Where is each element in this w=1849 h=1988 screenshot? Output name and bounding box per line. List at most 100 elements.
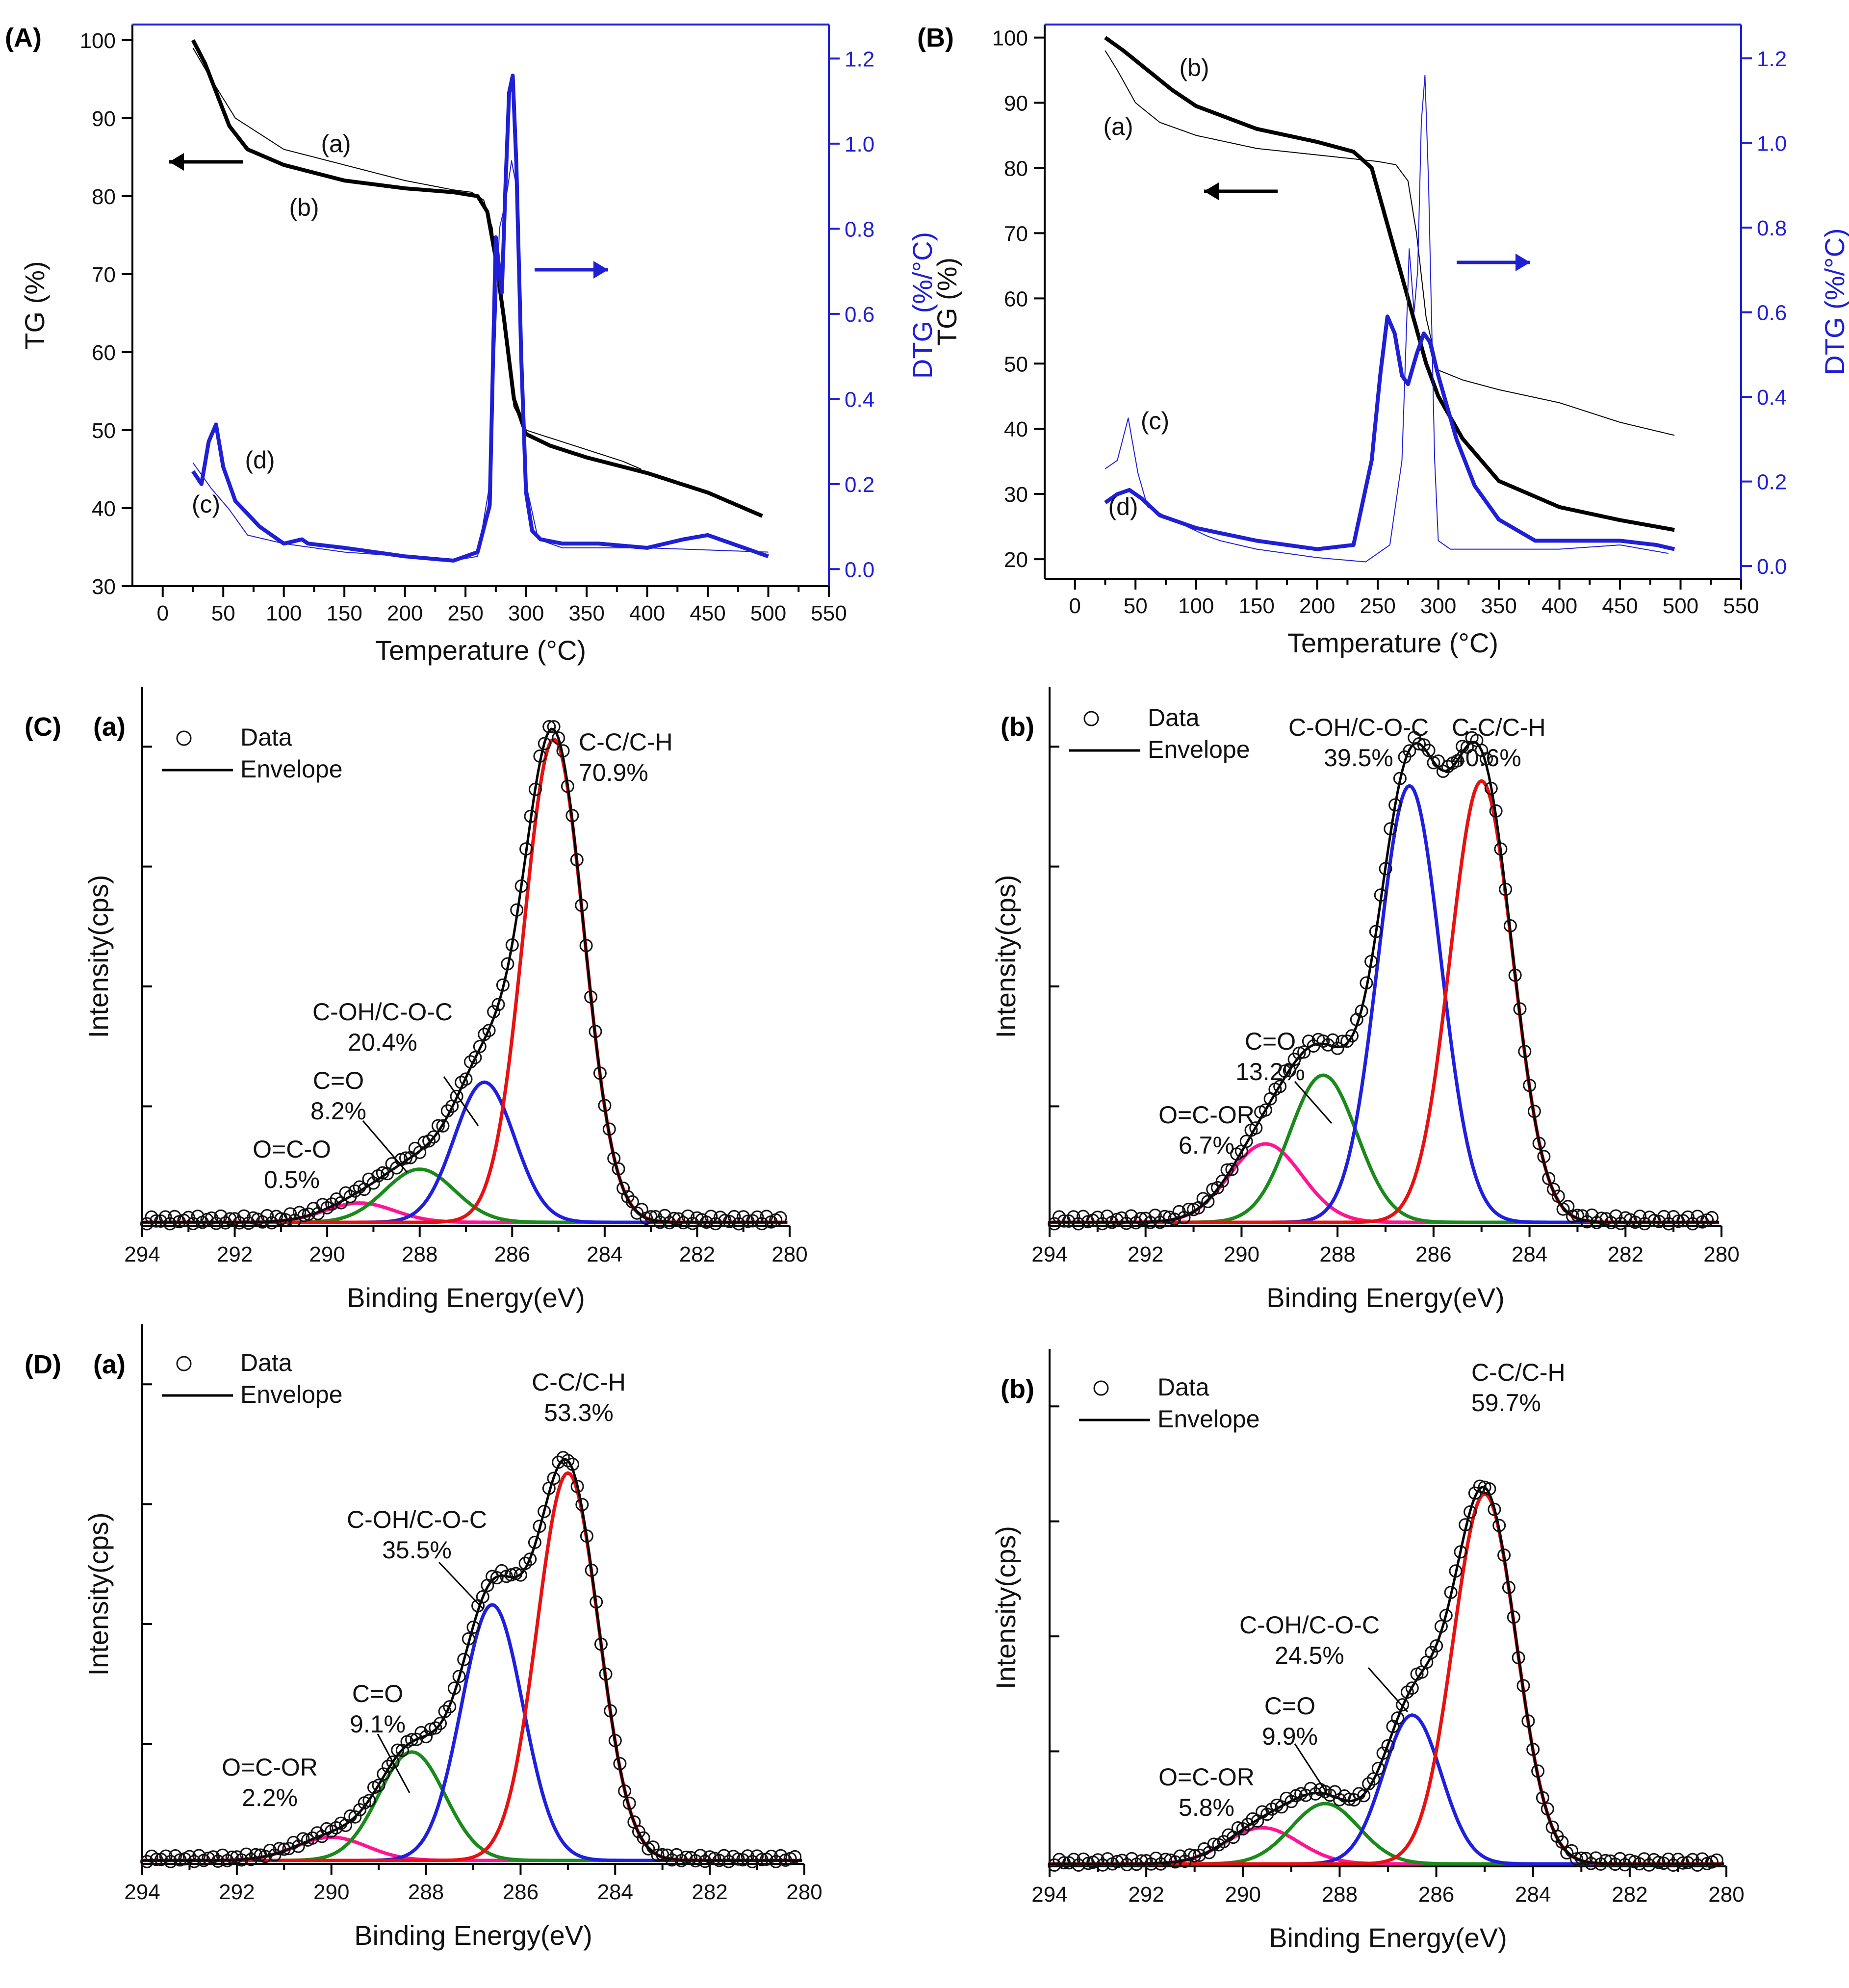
y2-tick-label: 0.8 [845, 217, 874, 241]
x-tick-label: 100 [266, 601, 302, 625]
x-tick-label: 290 [313, 1880, 349, 1904]
data-point [450, 1089, 463, 1103]
data-point [1705, 1211, 1719, 1224]
x-tick-label: 280 [771, 1242, 807, 1266]
data-point [1499, 882, 1513, 896]
data-point [339, 1186, 353, 1200]
curve-annotation: (d) [1108, 493, 1138, 520]
component-c-oh-c-o-c [1050, 784, 1720, 1224]
data-point [1283, 1064, 1296, 1078]
series-c [192, 160, 769, 561]
dtg-axis-arrow-head [593, 261, 608, 279]
data-point [504, 1568, 518, 1582]
data-point [408, 1141, 422, 1155]
subpanel-label: (b) [1001, 712, 1034, 742]
data-point [658, 1209, 671, 1222]
data-points [140, 1451, 802, 1868]
data-point [1652, 1856, 1666, 1869]
x-tick-label: 250 [1360, 594, 1395, 618]
data-point [1710, 1853, 1723, 1867]
y-tick-label: 40 [1004, 417, 1028, 441]
data-point [463, 1055, 477, 1069]
x-tick-label: 550 [1723, 594, 1759, 618]
data-point [140, 1217, 154, 1231]
legend-data-label: Data [240, 723, 292, 751]
data-point [1220, 1163, 1234, 1177]
y-tick-label: 40 [92, 497, 116, 521]
y-axis-label: TG (%) [931, 258, 962, 346]
data-point [1489, 804, 1503, 818]
data-point [1484, 781, 1498, 795]
y2-axis-label: DTG (%/°C) [907, 232, 938, 379]
data-point [1585, 1208, 1599, 1222]
x-tick-label: 350 [1481, 594, 1516, 618]
data-point [1391, 1711, 1405, 1725]
x-tick-label: 150 [1238, 594, 1274, 618]
data-point [1492, 1519, 1506, 1532]
y-tick-label: 60 [92, 341, 116, 365]
data-point [653, 1215, 667, 1229]
data-point [1110, 1855, 1124, 1868]
subpanel-label: (a) [93, 1350, 126, 1379]
data-point [602, 1122, 616, 1136]
data-point [366, 1176, 380, 1190]
data-point [482, 1024, 496, 1037]
y2-axis-label: DTG (%/°C) [1819, 228, 1849, 375]
data-point [1618, 1858, 1632, 1872]
data-point [1526, 1743, 1540, 1756]
data-point [1657, 1857, 1670, 1870]
peak-label: C-OH/C-O-C [312, 998, 453, 1026]
legend-envelope-label: Envelope [240, 1381, 343, 1408]
data-point [681, 1209, 695, 1223]
x-tick-label: 300 [1420, 594, 1456, 618]
y-tick-label: 50 [1004, 352, 1028, 376]
data-point [1134, 1854, 1148, 1868]
data-point [431, 1119, 445, 1133]
x-tick-label: 294 [124, 1242, 160, 1266]
peak-label: C-OH/C-O-C [1288, 714, 1429, 741]
data-point [1537, 1150, 1551, 1163]
data-point [510, 903, 524, 917]
series-c [1104, 75, 1669, 563]
y2-tick-label: 0.8 [1757, 216, 1787, 240]
data-point [1215, 1174, 1229, 1188]
tg-axis-arrow-head [1204, 182, 1219, 200]
data-point [468, 1051, 482, 1064]
data-point [1077, 1852, 1090, 1866]
data-point [622, 1796, 636, 1810]
data-point [1695, 1852, 1709, 1866]
data-point [704, 1210, 718, 1223]
data-point [618, 1784, 632, 1798]
data-point [1541, 1802, 1554, 1816]
data-point [1388, 798, 1402, 812]
series-a [192, 48, 642, 470]
leader-line [362, 1120, 408, 1173]
data-point [1459, 1518, 1472, 1532]
data-point [788, 1850, 802, 1863]
peak-label: C-C/C-H [1452, 714, 1546, 741]
peak-percent: 5.8% [1179, 1794, 1234, 1821]
data-point [1124, 1209, 1138, 1223]
data-point [1357, 1789, 1371, 1803]
data-point [594, 1637, 608, 1651]
data-point [150, 1853, 163, 1866]
peak-percent: 59.7% [1471, 1389, 1541, 1417]
x-tick-label: 500 [1663, 594, 1698, 618]
data-point [348, 1810, 362, 1824]
data-point [679, 1850, 693, 1864]
x-tick-label: 286 [1415, 1242, 1451, 1266]
data-point [1555, 1835, 1569, 1849]
x-tick-label: 290 [309, 1242, 345, 1266]
data-point [1425, 1646, 1438, 1659]
legend-data-marker [176, 1356, 192, 1371]
x-tick-label: 292 [1128, 1242, 1163, 1266]
series-b [1104, 36, 1675, 532]
data-point [561, 779, 574, 793]
x-tick-label: 294 [1031, 1242, 1067, 1266]
data-point [473, 1040, 487, 1053]
y-tick-label: 30 [92, 575, 116, 599]
data-point [1384, 822, 1397, 836]
x-tick-label: 300 [508, 601, 544, 625]
tg-chart-1: 0 50 100 150 200 250 300 350 400 450 500 550 20 30 40 5… [917, 23, 1849, 658]
data-point [1159, 1853, 1173, 1866]
